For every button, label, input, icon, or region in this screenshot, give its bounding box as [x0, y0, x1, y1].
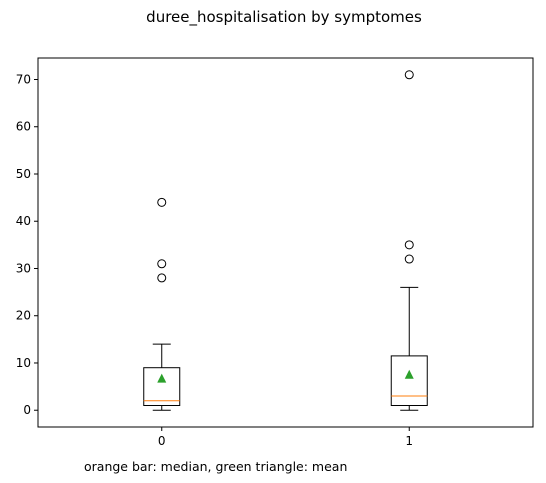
iqr-box — [143, 367, 181, 407]
legend-note: orange bar: median, green triangle: mean — [84, 459, 347, 474]
iqr-box — [390, 355, 428, 407]
box-group — [143, 197, 181, 411]
mean-marker — [404, 369, 414, 379]
outlier-point — [404, 254, 414, 264]
y-tick-label: 0 — [23, 403, 31, 417]
y-tick-label: 30 — [16, 261, 31, 275]
outlier-point — [157, 259, 167, 269]
y-tick-label: 20 — [16, 309, 31, 323]
y-tick-label: 60 — [16, 120, 31, 134]
outlier-point — [404, 70, 414, 80]
x-tick-label: 1 — [405, 434, 413, 448]
outlier-point — [404, 240, 414, 250]
boxes — [143, 70, 428, 411]
y-axis: 0 10 20 30 40 50 60 70 — [16, 72, 38, 417]
box-group — [390, 70, 428, 411]
outlier-point — [157, 197, 167, 207]
x-tick-label: 0 — [158, 434, 166, 448]
y-tick-label: 50 — [16, 167, 31, 181]
plot-area — [37, 57, 534, 428]
y-tick-label: 10 — [16, 356, 31, 370]
outlier-point — [157, 273, 167, 283]
y-tick-label: 40 — [16, 214, 31, 228]
mean-marker — [157, 373, 167, 383]
y-tick-label: 70 — [16, 72, 31, 86]
chart-title: duree_hospitalisation by symptomes — [146, 8, 422, 27]
